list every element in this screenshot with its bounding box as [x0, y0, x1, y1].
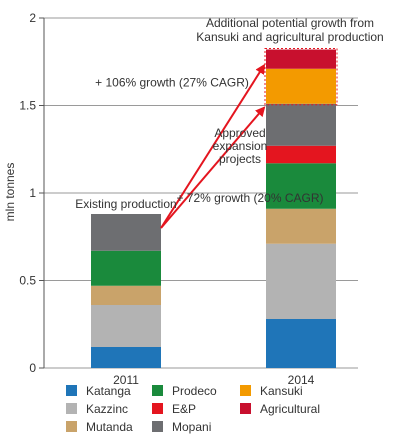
- legend-swatch-mopani: [152, 421, 163, 432]
- arrow-potential: [160, 63, 266, 229]
- bar-mopani-2014: [266, 103, 336, 146]
- legend-label-kazzinc: Kazzinc: [86, 402, 128, 416]
- y-tick-label: 1: [29, 186, 36, 200]
- approved-projects-label: projects: [219, 152, 261, 166]
- y-axis: 0 0.5 1 1.5 2: [19, 11, 45, 375]
- approved-projects-label: expansion: [213, 139, 268, 153]
- legend-swatch-e-p: [152, 403, 163, 414]
- bar-prodeco-2011: [91, 250, 161, 286]
- legend-label-mopani: Mopani: [172, 420, 211, 434]
- bar-katanga-2011: [91, 347, 161, 368]
- growth-72-label: + 72% growth (20% CAGR): [176, 191, 323, 205]
- legend-swatch-prodeco: [152, 385, 163, 396]
- legend-swatch-katanga: [66, 385, 77, 396]
- bar-kazzinc-2011: [91, 305, 161, 347]
- bar-mutanda-2011: [91, 285, 161, 305]
- potential-growth-box: [264, 48, 338, 106]
- legend-swatch-agricultural: [240, 403, 251, 414]
- legend-swatch-kazzinc: [66, 403, 77, 414]
- x-axis: 2011 2014: [113, 373, 315, 387]
- legend-label-agricultural: Agricultural: [260, 402, 320, 416]
- x-tick-label: 2011: [113, 373, 139, 387]
- bar-mopani-2011: [91, 214, 161, 251]
- legend: Katanga Kazzinc Mutanda Prodeco E&P Mopani Kan…: [66, 384, 320, 434]
- bar-prodeco-2014: [266, 163, 336, 209]
- annotations: Existing production + 72% growth (20% CAG…: [75, 16, 384, 229]
- y-tick-label: 0: [29, 361, 36, 375]
- arrow-approved: [160, 106, 266, 229]
- legend-label-e-p: E&P: [172, 402, 196, 416]
- additional-growth-label: Additional potential growth from: [206, 16, 374, 30]
- growth-106-label: + 106% growth (27% CAGR): [95, 75, 249, 89]
- x-tick-label: 2014: [288, 373, 315, 387]
- legend-label-kansuki: Kansuki: [260, 384, 303, 398]
- legend-label-prodeco: Prodeco: [172, 384, 217, 398]
- legend-swatch-mutanda: [66, 421, 77, 432]
- additional-growth-label: Kansuki and agricultural production: [196, 30, 383, 44]
- bar-mutanda-2014: [266, 208, 336, 244]
- y-tick-label: 0.5: [19, 274, 36, 288]
- existing-production-label: Existing production: [75, 197, 176, 211]
- legend-label-mutanda: Mutanda: [86, 420, 133, 434]
- bar-kazzinc-2014: [266, 243, 336, 319]
- y-tick-label: 1.5: [19, 99, 36, 113]
- legend-swatch-kansuki: [240, 385, 251, 396]
- bar-agricultural-2014: [266, 49, 336, 69]
- bars: [91, 49, 336, 368]
- bar-kansuki-2014: [266, 68, 336, 104]
- y-axis-label: mln tonnes: [3, 163, 17, 222]
- y-tick-label: 2: [29, 11, 36, 25]
- legend-label-katanga: Katanga: [86, 384, 131, 398]
- bar-e-p-2014: [266, 145, 336, 164]
- approved-projects-label: Approved: [214, 126, 265, 140]
- bar-katanga-2014: [266, 319, 336, 368]
